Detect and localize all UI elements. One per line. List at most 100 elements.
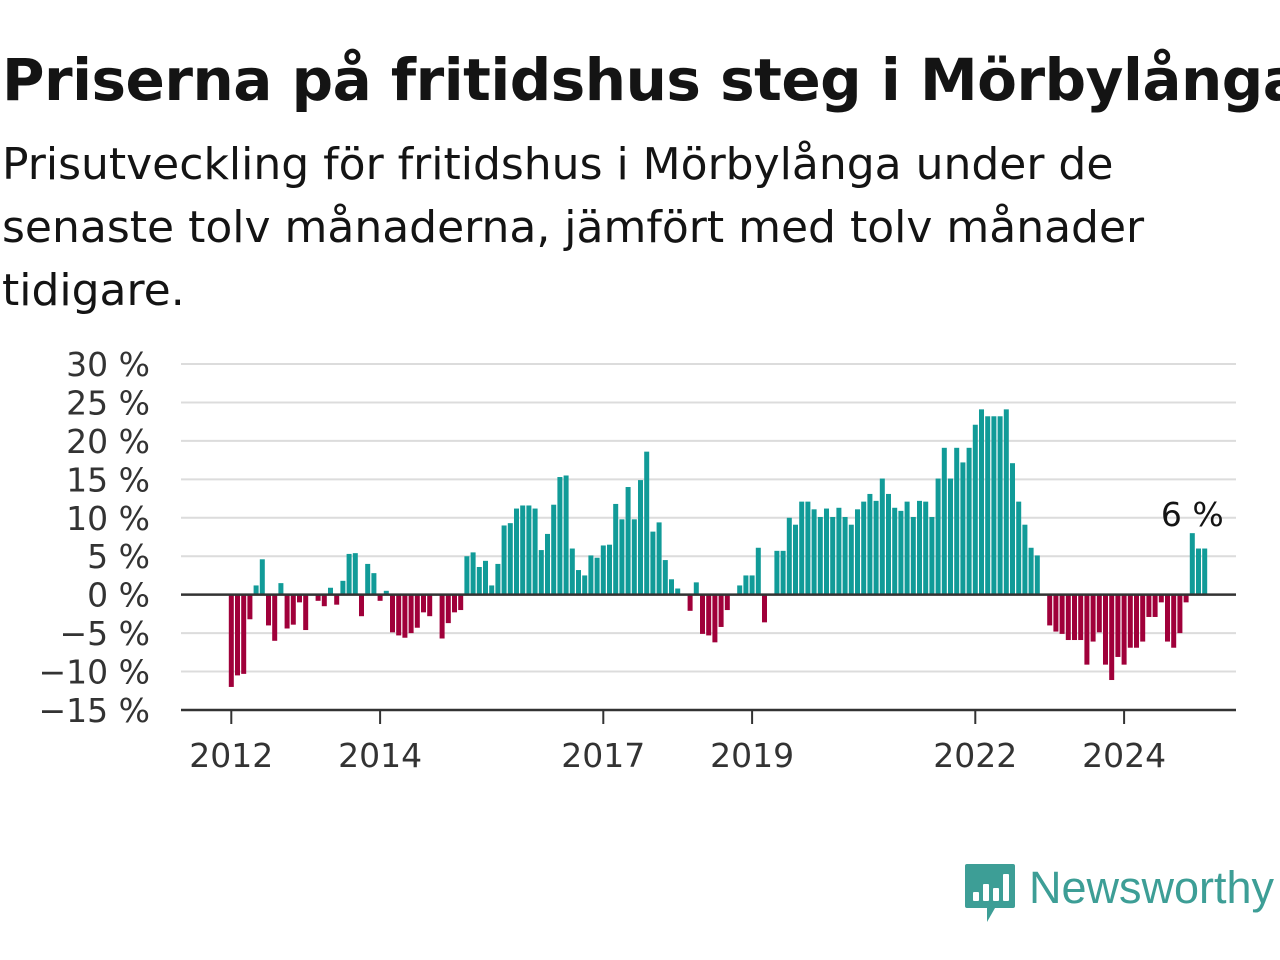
bar bbox=[935, 478, 941, 595]
bar bbox=[917, 500, 922, 595]
bar bbox=[650, 531, 656, 595]
bar bbox=[1134, 594, 1139, 648]
bar bbox=[390, 594, 395, 633]
bar bbox=[898, 510, 904, 595]
bar bbox=[408, 594, 414, 634]
y-tick-label: −10 % bbox=[39, 653, 151, 692]
bar bbox=[904, 501, 910, 595]
bar bbox=[569, 548, 575, 595]
bar bbox=[669, 579, 674, 595]
bar bbox=[972, 424, 978, 595]
bar bbox=[805, 501, 811, 595]
x-axis-ticks: 2012 2014 2017 2019 2022 2024 bbox=[189, 710, 1166, 775]
bar bbox=[780, 550, 786, 595]
bar bbox=[749, 575, 755, 595]
bars bbox=[228, 409, 1208, 687]
x-tick-label: 2022 bbox=[933, 736, 1017, 775]
bar bbox=[873, 500, 879, 595]
x-tick-label: 2019 bbox=[710, 736, 794, 775]
bar bbox=[439, 594, 445, 639]
bar bbox=[910, 517, 916, 595]
bar bbox=[266, 594, 271, 626]
bar bbox=[1047, 594, 1053, 626]
bar bbox=[600, 545, 606, 595]
bar bbox=[259, 559, 265, 595]
bar bbox=[1158, 594, 1164, 603]
bar bbox=[427, 594, 433, 617]
y-tick-label: 25 % bbox=[66, 383, 150, 422]
bar bbox=[848, 524, 854, 595]
bar bbox=[991, 416, 997, 595]
bar bbox=[1177, 594, 1183, 634]
bar bbox=[755, 547, 761, 595]
bar bbox=[1053, 594, 1059, 632]
bar bbox=[1034, 555, 1040, 595]
bar bbox=[774, 550, 780, 595]
bar bbox=[557, 477, 563, 595]
bar bbox=[886, 493, 891, 595]
bar bbox=[1010, 463, 1015, 595]
bar bbox=[247, 594, 253, 620]
bar bbox=[613, 503, 619, 595]
y-tick-label: 15 % bbox=[66, 460, 150, 499]
bar bbox=[1152, 594, 1158, 617]
bar bbox=[241, 594, 247, 674]
bar bbox=[297, 594, 302, 603]
bar bbox=[619, 519, 625, 595]
y-tick-label: 10 % bbox=[66, 499, 150, 538]
bar bbox=[786, 517, 792, 595]
bar bbox=[644, 451, 650, 595]
bar bbox=[1183, 594, 1189, 603]
bar bbox=[228, 594, 234, 687]
bar bbox=[1165, 594, 1170, 642]
y-tick-label: −15 % bbox=[39, 691, 151, 730]
brand-name: Newsworthy bbox=[1029, 862, 1275, 913]
bar bbox=[997, 416, 1003, 595]
bar bbox=[1028, 547, 1034, 595]
bar bbox=[545, 533, 550, 595]
bar bbox=[328, 587, 333, 595]
bar bbox=[1103, 594, 1108, 665]
bar bbox=[1016, 501, 1022, 595]
bar bbox=[272, 594, 278, 641]
bar bbox=[693, 582, 699, 595]
bar bbox=[1196, 548, 1201, 595]
bar bbox=[1096, 594, 1102, 633]
x-tick-label: 2012 bbox=[189, 736, 273, 775]
bar bbox=[1022, 524, 1028, 595]
bar bbox=[594, 557, 600, 595]
bar bbox=[458, 594, 464, 611]
bar bbox=[1127, 594, 1133, 648]
bar bbox=[290, 594, 296, 625]
bar bbox=[712, 594, 718, 643]
bar bbox=[340, 580, 346, 595]
bar bbox=[414, 594, 420, 628]
bar bbox=[700, 594, 705, 634]
bar bbox=[743, 575, 749, 595]
bar bbox=[421, 594, 426, 613]
bar bbox=[495, 563, 501, 595]
bar bbox=[799, 501, 805, 595]
bar bbox=[303, 594, 309, 631]
bar bbox=[1109, 594, 1115, 681]
newsworthy-logo[interactable]: Newsworthy bbox=[963, 862, 1274, 926]
latest-value-label: 6 % bbox=[1161, 495, 1224, 534]
bar bbox=[824, 508, 829, 595]
bar bbox=[631, 519, 637, 595]
bar bbox=[315, 594, 321, 601]
bar bbox=[334, 594, 340, 605]
bar bbox=[514, 508, 519, 595]
y-tick-label: 5 % bbox=[87, 537, 150, 576]
bar bbox=[1146, 594, 1152, 617]
bar bbox=[718, 594, 724, 627]
bar bbox=[1202, 548, 1208, 595]
bar bbox=[817, 517, 823, 595]
bar bbox=[855, 509, 860, 595]
bar bbox=[1078, 594, 1084, 641]
bar bbox=[483, 560, 488, 595]
bar bbox=[507, 523, 513, 595]
bar bbox=[476, 566, 482, 595]
bar bbox=[1084, 594, 1090, 665]
bar bbox=[985, 416, 991, 595]
